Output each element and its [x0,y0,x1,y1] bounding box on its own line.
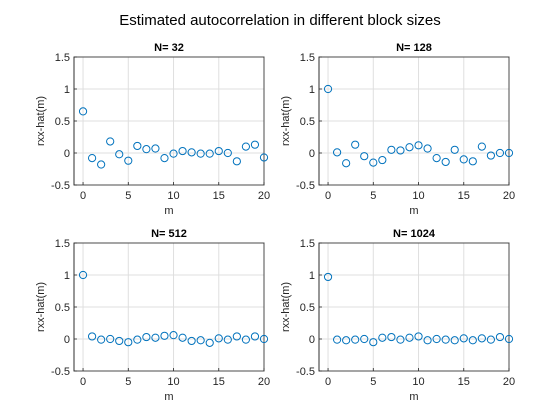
y-axis-label: rxx-hat(m) [280,282,292,332]
y-tick-label: 0 [309,148,315,160]
x-tick-label: 10 [167,190,179,202]
x-tick-label: 0 [325,376,331,388]
x-tick-label: 15 [458,190,470,202]
x-tick-label: 20 [258,190,270,202]
y-tick-label: 0.5 [300,302,315,314]
x-tick-label: 5 [125,376,131,388]
y-tick-label: 1.5 [55,238,70,250]
x-axis-label: m [409,205,418,217]
x-tick-label: 0 [80,376,86,388]
y-axis-label: rxx-hat(m) [35,96,47,146]
y-tick-label: 1.5 [300,52,315,64]
y-tick-label: 1.5 [300,238,315,250]
x-axis-label: m [164,205,173,217]
y-tick-label: -0.5 [296,180,315,192]
y-axis-label: rxx-hat(m) [35,282,47,332]
x-tick-label: 10 [412,190,424,202]
x-tick-label: 5 [370,190,376,202]
y-axis-label: rxx-hat(m) [280,96,292,146]
x-tick-label: 10 [412,376,424,388]
subplot-4: 0 5 10 15 20 -0.5 0 0.5 1 1.5 N= 1024 m rxx-hat(m) [280,228,515,403]
subplot-title: N= 512 [151,228,187,240]
x-tick-label: 5 [370,376,376,388]
y-tick-label: 0.5 [300,116,315,128]
y-tick-label: -0.5 [296,366,315,378]
x-tick-label: 15 [213,376,225,388]
subplot-2: 0 5 10 15 20 -0.5 0 0.5 1 1.5 N= 128 m rxx-hat(m) [280,42,515,217]
y-tick-label: 0 [309,334,315,346]
subplot-1: 0 5 10 15 20 -0.5 0 0.5 1 1.5 N= 32 m rxx-hat(m) [35,42,270,217]
y-tick-label: 0.5 [55,116,70,128]
x-tick-label: 0 [80,190,86,202]
subplot-3: 0 5 10 15 20 -0.5 0 0.5 1 1.5 N= 512 m rxx-hat(m) [35,228,270,403]
subplot-title: N= 128 [396,42,432,54]
subplot-title: N= 32 [154,42,184,54]
figure-title: Estimated autocorrelation in different b… [119,12,441,29]
y-tick-label: 0 [64,148,70,160]
y-tick-label: 0.5 [55,302,70,314]
y-tick-label: 1 [309,270,315,282]
y-tick-label: 1.5 [55,52,70,64]
x-tick-label: 5 [125,190,131,202]
x-tick-label: 0 [325,190,331,202]
y-tick-label: 1 [64,270,70,282]
y-tick-label: 1 [309,84,315,96]
y-tick-label: 0 [64,334,70,346]
subplot-title: N= 1024 [393,228,436,240]
x-tick-label: 20 [258,376,270,388]
x-tick-label: 15 [458,376,470,388]
y-tick-label: 1 [64,84,70,96]
x-tick-label: 10 [167,376,179,388]
y-tick-label: -0.5 [51,180,70,192]
x-axis-label: m [409,391,418,403]
x-tick-label: 20 [503,376,515,388]
x-tick-label: 20 [503,190,515,202]
x-tick-label: 15 [213,190,225,202]
x-axis-label: m [164,391,173,403]
y-tick-label: -0.5 [51,366,70,378]
